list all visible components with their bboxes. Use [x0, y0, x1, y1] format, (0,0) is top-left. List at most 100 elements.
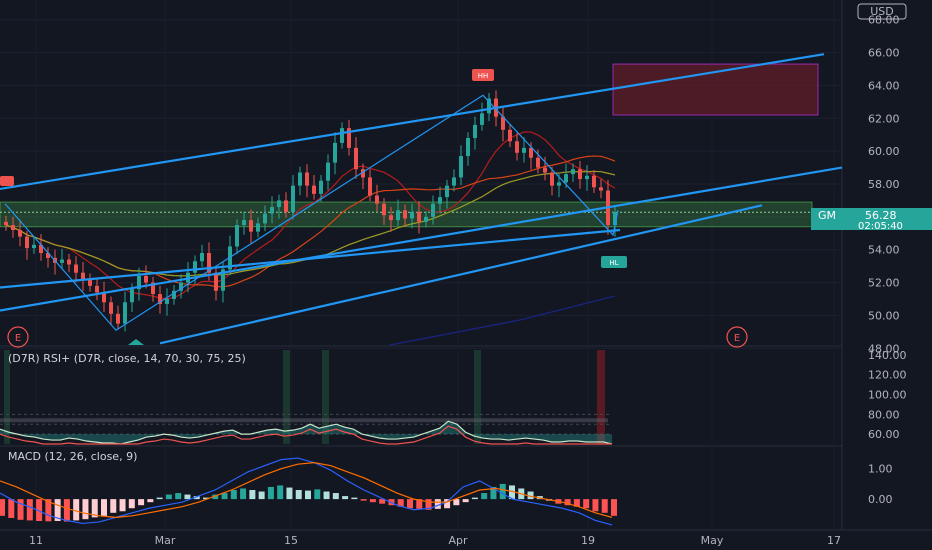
candle-body	[270, 207, 274, 214]
hl-marker[interactable]: HL	[601, 256, 627, 268]
hh-marker[interactable]: HH	[472, 69, 494, 81]
macd-histogram-bar	[91, 499, 98, 518]
candle-body	[340, 128, 344, 143]
macd-histogram-bar	[73, 499, 80, 521]
candle-body	[207, 253, 211, 273]
rsi-tick-label: 100.00	[868, 389, 907, 402]
rsi-signal-line	[0, 425, 612, 445]
candle-body	[235, 225, 239, 247]
candle-body	[459, 156, 463, 178]
candle-body	[165, 299, 169, 304]
macd-histogram-bar	[184, 494, 191, 500]
macd-histogram-bar	[323, 491, 330, 500]
price-tick-label: 50.00	[868, 309, 900, 322]
time-tick-label: Apr	[448, 534, 468, 547]
macd-histogram-bar	[351, 497, 358, 500]
candle-body	[158, 294, 162, 304]
macd-histogram-bar	[573, 499, 580, 507]
macd-histogram-bar	[128, 499, 135, 509]
currency-badge[interactable]	[857, 3, 907, 20]
macd-histogram-bar	[26, 499, 33, 521]
macd-histogram-bar	[240, 488, 247, 500]
price-tick-label: 64.00	[868, 79, 900, 92]
macd-histogram-bar	[212, 494, 219, 500]
macd-histogram-bar	[499, 483, 506, 500]
macd-histogram-bar	[360, 499, 367, 501]
macd-histogram-bar	[397, 499, 404, 507]
rsi-label[interactable]: (D7R) RSI+ (D7R, close, 14, 70, 30, 75, …	[8, 352, 246, 365]
low-marker	[128, 339, 144, 345]
macd-histogram-bar	[267, 486, 274, 500]
price-tick-label: 68.00	[868, 14, 900, 27]
candle-body	[445, 185, 449, 198]
candle-body	[361, 169, 365, 178]
macd-histogram-bar	[564, 499, 571, 506]
macd-histogram-bar	[453, 499, 460, 506]
macd-histogram-bar	[434, 499, 441, 509]
earnings-marker-right[interactable]: E	[726, 326, 748, 348]
macd-histogram-bar	[592, 499, 599, 512]
price-tick-label: 62.00	[868, 112, 900, 125]
macd-histogram-bar	[601, 499, 608, 513]
price-tick-label: 48.00	[868, 342, 900, 355]
price-tick-label: 54.00	[868, 244, 900, 257]
candle-body	[298, 172, 302, 186]
candle-body	[116, 313, 120, 324]
macd-histogram-bar	[63, 499, 70, 522]
candle-body	[333, 142, 337, 163]
price-badge-price: 56.28	[865, 209, 897, 222]
ma-short	[5, 131, 616, 300]
macd-histogram-bar	[0, 499, 5, 516]
rsi-line	[0, 420, 613, 445]
macd-line	[0, 457, 613, 526]
lower-channel-line	[0, 166, 843, 312]
macd-histogram-bar	[490, 486, 497, 500]
macd-histogram-bar	[295, 490, 302, 500]
macd-histogram-bar	[471, 497, 478, 500]
candle-body	[592, 175, 596, 188]
macd-histogram-bar	[286, 487, 293, 500]
candle-body	[39, 244, 43, 253]
candle-body	[144, 276, 148, 283]
candle-body	[529, 147, 533, 158]
macd-histogram-bar	[305, 490, 311, 500]
macd-histogram-bar	[462, 499, 469, 503]
candle-body	[424, 216, 428, 222]
price-badge	[811, 208, 932, 230]
macd-histogram-bar	[342, 496, 349, 500]
rsi-tick-label: 120.00	[868, 369, 907, 382]
macd-histogram-bar	[36, 499, 43, 522]
candle-body	[25, 236, 29, 249]
price-axis[interactable]: 48.0050.0052.0054.0056.0058.0060.0062.00…	[868, 14, 907, 506]
price-badge-countdown: 02:05:40	[858, 221, 903, 232]
candle-body	[564, 174, 568, 183]
candle-body	[249, 220, 253, 232]
macd-histogram-bar	[138, 499, 145, 506]
earnings-marker-left[interactable]: E	[7, 326, 29, 348]
rsi-tick-label: 80.00	[868, 408, 900, 421]
trend-lines[interactable]	[0, 53, 843, 345]
candle-body	[193, 261, 197, 273]
zigzag-line	[4, 94, 619, 331]
time-axis[interactable]: 11 Mar 15 Apr 19 May 17	[29, 534, 841, 547]
macd-histogram-bar	[277, 485, 284, 500]
candle-body	[151, 282, 155, 295]
macd-histogram-bar	[369, 499, 376, 503]
time-tick-label: Mar	[155, 534, 176, 547]
macd-histogram-bar	[119, 499, 126, 512]
candle-body	[263, 213, 267, 224]
candle-body	[123, 302, 127, 324]
candle-body	[67, 259, 71, 265]
zones	[0, 63, 819, 228]
macd-histogram-bar	[481, 493, 488, 500]
macd-histogram-bar	[379, 499, 386, 504]
candle-body	[375, 195, 379, 204]
candle-body	[172, 290, 176, 299]
price-tick-label: 52.00	[868, 277, 900, 290]
macd-label[interactable]: MACD (12, 26, close, 9)	[8, 450, 137, 463]
candle-body	[571, 169, 575, 175]
candle-body	[11, 225, 15, 230]
left-swing-marker	[0, 176, 14, 186]
candle-body	[347, 128, 351, 148]
